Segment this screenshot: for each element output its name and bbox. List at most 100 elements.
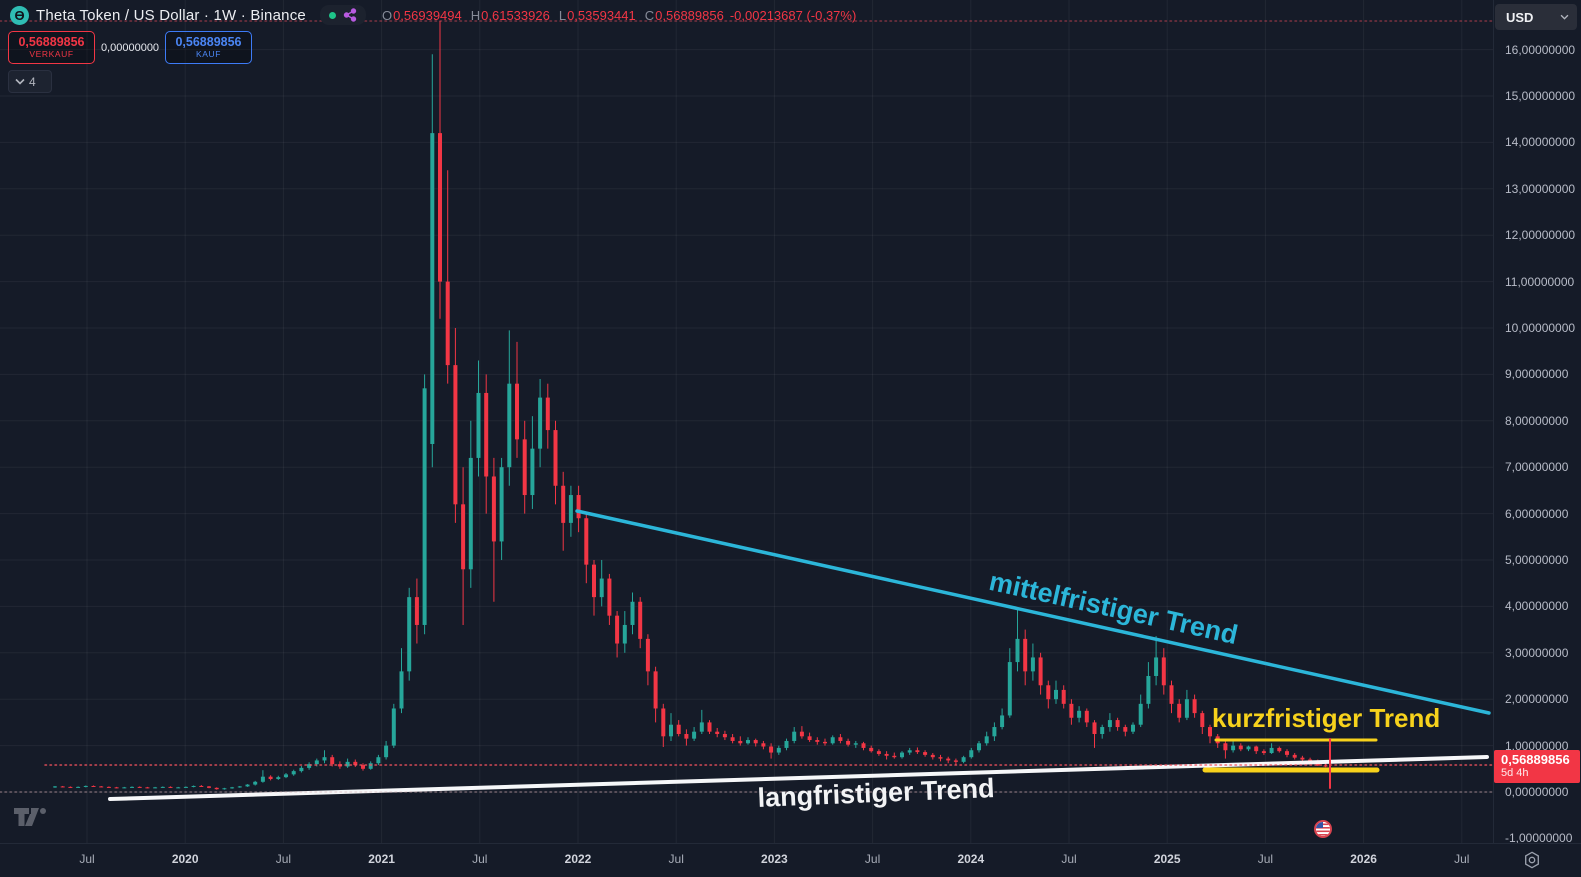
candle (314, 760, 319, 765)
buy-button[interactable]: 0,56889856 KAUF (165, 31, 252, 64)
candle (938, 757, 943, 759)
mittelfristiger-trend-line[interactable] (575, 509, 1491, 715)
buy-price: 0,56889856 (175, 35, 242, 50)
price-tick: 7,00000000 (1505, 460, 1569, 475)
candle (545, 397, 550, 431)
timezone-settings-button[interactable] (1520, 848, 1544, 872)
candle (461, 504, 466, 570)
price-tick: 15,00000000 (1505, 89, 1576, 103)
candle (91, 785, 96, 787)
candle (468, 457, 473, 570)
trade-panel: 0,56889856 VERKAUF 0,00000000 0,56889856… (8, 31, 252, 64)
time-tick: 2023 (761, 852, 788, 866)
candle (707, 722, 712, 732)
candle (830, 737, 835, 744)
candle (599, 578, 604, 598)
langfristiger-trend-line[interactable] (108, 755, 1489, 801)
candle (746, 740, 750, 744)
candle (815, 740, 820, 742)
candle (1177, 703, 1182, 718)
sell-price: 0,56889856 (18, 35, 85, 50)
candle (1292, 754, 1297, 758)
candle (776, 747, 781, 753)
candle (538, 397, 543, 449)
candle (930, 754, 935, 758)
chevron-down-icon (15, 78, 25, 85)
candle (715, 731, 720, 734)
candle (384, 745, 389, 758)
candle (130, 786, 134, 788)
candle (992, 727, 997, 737)
candle (445, 281, 450, 366)
candle (260, 776, 265, 782)
candle (484, 392, 489, 477)
candle (969, 750, 974, 758)
time-tick: Jul (864, 852, 881, 866)
candle (915, 750, 920, 753)
candle (907, 750, 912, 753)
gear-icon (1525, 851, 1539, 869)
candle (68, 786, 73, 788)
candle (83, 785, 88, 787)
currency-selector[interactable]: USD (1495, 4, 1577, 30)
candle (1015, 638, 1020, 663)
candle (607, 578, 612, 616)
time-tick: 2022 (564, 852, 592, 866)
candle (183, 786, 188, 788)
candle (453, 365, 458, 505)
candle (561, 485, 566, 523)
candle (307, 764, 312, 768)
candle (1069, 703, 1074, 718)
price-tick: 10,00000000 (1505, 321, 1576, 335)
price-tick: 4,00000000 (1505, 599, 1569, 614)
candle (230, 787, 235, 789)
candle (122, 787, 127, 789)
candle (784, 740, 789, 748)
price-tick: 16,00000000 (1505, 42, 1576, 57)
candle (761, 743, 766, 747)
candle (491, 476, 496, 542)
object-tree-collapse-button[interactable]: 4 (8, 70, 52, 93)
candle (1092, 722, 1097, 734)
candle (168, 786, 173, 788)
candle (214, 787, 219, 790)
sell-button[interactable]: 0,56889856 VERKAUF (8, 31, 95, 64)
time-axis[interactable]: Jul 2020 Jul 2021 Jul 2022 Jul 2023 Jul 2024 Jul 20… (0, 843, 1581, 877)
time-tick: Jul (472, 852, 488, 866)
price-tick: 3,00000000 (1505, 645, 1569, 660)
candle (799, 731, 804, 737)
candle (961, 757, 966, 762)
candle (322, 757, 327, 761)
time-tick: Jul (1061, 852, 1077, 866)
candle (438, 133, 442, 282)
candle (638, 601, 643, 639)
candle (114, 787, 119, 789)
candle (515, 383, 519, 440)
candle (430, 133, 435, 444)
us-flag-event-icon[interactable] (1314, 820, 1332, 838)
candle (476, 392, 481, 458)
time-tick: Jul (79, 852, 95, 866)
tradingview-logo-icon[interactable] (14, 808, 52, 830)
candle (1077, 710, 1082, 718)
candle (1023, 638, 1028, 672)
candle (1061, 689, 1066, 704)
share-icon[interactable] (343, 8, 357, 22)
candle (160, 786, 165, 788)
candle (106, 786, 111, 788)
candle (900, 752, 904, 758)
symbol-title[interactable]: Theta Token / US Dollar · 1W · Binance (36, 6, 306, 24)
ohlc-item: L0,53593441 (558, 7, 636, 23)
price-tick: 8,00000000 (1505, 413, 1569, 428)
candle (276, 777, 281, 780)
currency-value: USD (1506, 9, 1534, 25)
candle (1223, 743, 1228, 751)
time-tick: Jul (1454, 852, 1470, 866)
trend-label-kurzfristig[interactable]: kurzfristiger Trend (1212, 703, 1441, 733)
candle (399, 671, 404, 709)
candle (1146, 676, 1151, 704)
price-axis[interactable]: 16,00000000 15,00000000 14,00000000 13,0000… (1493, 0, 1581, 845)
candle (1269, 747, 1274, 754)
